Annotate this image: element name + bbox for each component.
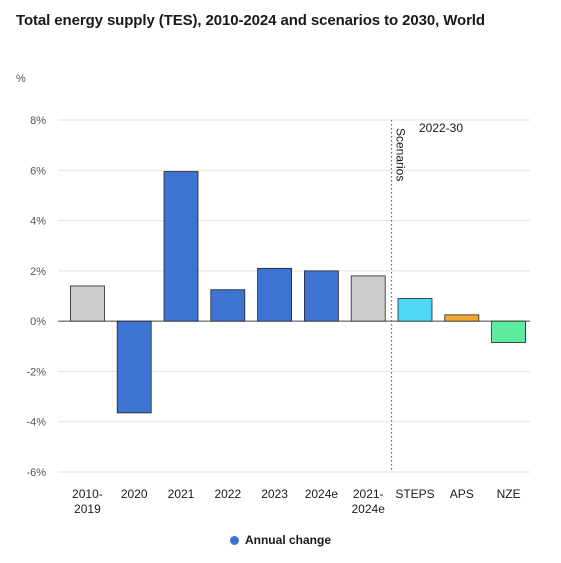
scenario-label: Scenarios bbox=[394, 128, 408, 181]
bar bbox=[444, 314, 480, 322]
legend-swatch-icon bbox=[229, 536, 239, 545]
y-tick-label: 2% bbox=[30, 266, 46, 278]
y-tick-label: -4% bbox=[26, 417, 46, 429]
bar bbox=[303, 270, 339, 322]
x-tick-label: NZE bbox=[497, 487, 521, 501]
bar bbox=[163, 171, 199, 322]
bar bbox=[397, 298, 433, 322]
x-tick-label: 2024e bbox=[305, 487, 339, 501]
bar bbox=[116, 320, 152, 414]
legend-label: Annual change bbox=[244, 533, 331, 547]
y-tick-label: 4% bbox=[30, 216, 46, 228]
x-tick-label: 2021 bbox=[168, 487, 195, 501]
y-tick-label: 8% bbox=[30, 115, 46, 127]
gridlines bbox=[58, 119, 530, 473]
x-tick-label: 2010-2019 bbox=[72, 487, 103, 516]
x-tick-label: APS bbox=[450, 487, 474, 501]
y-axis-ticks: -6% -4% -2% 0% 2% 4% 6% 8% bbox=[26, 115, 46, 479]
bar bbox=[210, 289, 246, 322]
bar bbox=[70, 285, 105, 322]
chart-title: Total energy supply (TES), 2010-2024 and… bbox=[16, 12, 485, 29]
bar bbox=[350, 275, 386, 322]
y-tick-label: -2% bbox=[26, 366, 46, 378]
scenario-divider: Scenarios 2022-30 bbox=[391, 120, 463, 472]
y-tick-label: 0% bbox=[30, 316, 46, 328]
scenario-period-label: 2022-30 bbox=[419, 121, 463, 135]
x-tick-label: STEPS bbox=[395, 487, 434, 501]
bar bbox=[491, 320, 527, 343]
x-tick-label: 2020 bbox=[121, 487, 148, 501]
x-tick-label: 2022 bbox=[214, 487, 241, 501]
x-axis-ticks: 2010-2019 2020 2021 2022 2023 2024e 2021-2024e… bbox=[72, 487, 521, 516]
bars bbox=[70, 171, 527, 414]
y-axis-unit-label: % bbox=[16, 73, 26, 85]
y-tick-label: 6% bbox=[30, 165, 46, 177]
x-tick-label: 2023 bbox=[261, 487, 288, 501]
legend: Annual change bbox=[0, 533, 561, 547]
y-tick-label: -6% bbox=[26, 467, 46, 479]
bar bbox=[257, 267, 293, 322]
x-tick-label: 2021-2024e bbox=[352, 487, 386, 516]
